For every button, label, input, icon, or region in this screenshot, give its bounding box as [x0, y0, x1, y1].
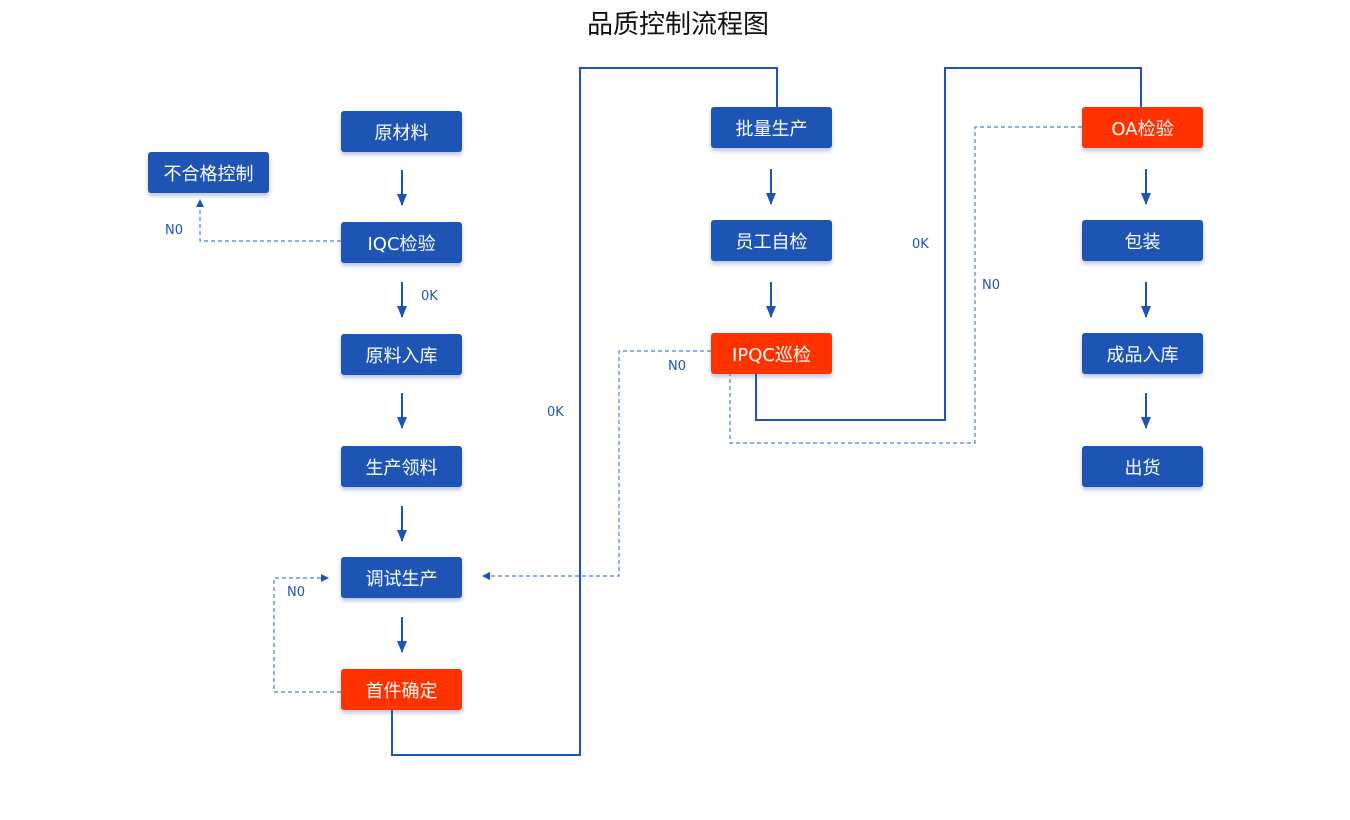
connector-ipqc-ok: [755, 67, 1142, 421]
node-trial-production: 调试生产: [341, 557, 462, 598]
node-packaging: 包装: [1082, 220, 1203, 261]
node-raw-material: 原材料: [341, 111, 462, 152]
node-shipment: 出货: [1082, 446, 1203, 487]
label-first-no: N0: [287, 585, 305, 600]
node-first-article: 首件确定: [341, 669, 462, 710]
connector-first-ok: [391, 67, 778, 756]
label-ipqc-no: N0: [668, 359, 686, 374]
connector-oa-no: [729, 126, 1082, 444]
connector-first-no: [273, 574, 341, 693]
label-iqc-ok: 0K: [421, 289, 438, 304]
node-material-requisition: 生产领料: [341, 446, 462, 487]
label-ipqc-ok: 0K: [912, 237, 929, 252]
label-oa-no: N0: [982, 278, 1000, 293]
connector-ipqc-no: [482, 350, 711, 580]
node-raw-storage: 原料入库: [341, 334, 462, 375]
node-nonconforming-control: 不合格控制: [148, 152, 269, 193]
node-self-inspection: 员工自检: [711, 220, 832, 261]
node-oa: OA检验: [1082, 107, 1203, 148]
node-mass-production: 批量生产: [711, 107, 832, 148]
node-finished-storage: 成品入库: [1082, 333, 1203, 374]
node-ipqc: IPQC巡检: [711, 333, 832, 374]
page-title: 品质控制流程图: [586, 10, 769, 40]
label-iqc-no: N0: [165, 223, 183, 238]
connector-iqc-no: [196, 199, 341, 242]
label-first-ok: 0K: [547, 405, 564, 420]
node-iqc: IQC检验: [341, 222, 462, 263]
